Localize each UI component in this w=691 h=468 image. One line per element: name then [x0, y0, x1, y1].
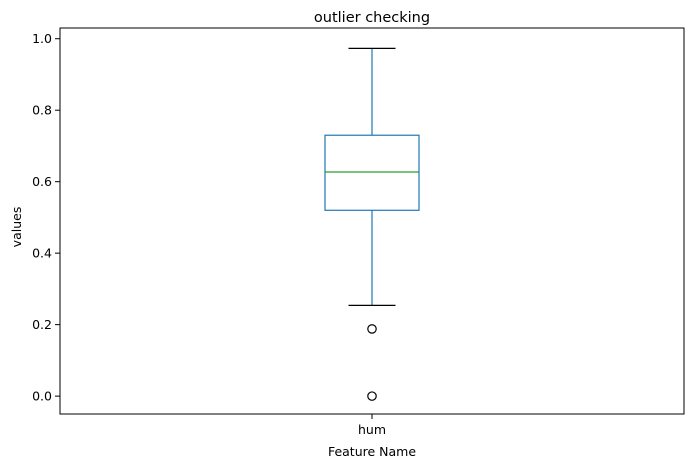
outlier-point [367, 391, 377, 401]
y-tick-label: 0.2 [32, 317, 52, 332]
chart-title: outlier checking [314, 10, 430, 26]
x-tick-label: hum [358, 422, 386, 437]
y-tick-label: 0.0 [32, 389, 52, 404]
plot-area [55, 38, 420, 419]
plot-frame [59, 27, 685, 415]
box [324, 134, 420, 211]
x-axis-title: Feature Name [328, 444, 416, 459]
y-tick-label: 0.8 [32, 103, 52, 118]
y-tick-label: 0.4 [32, 246, 52, 261]
y-axis-title: values [9, 207, 24, 248]
y-tick-label: 1.0 [32, 31, 52, 46]
y-tick-label: 0.6 [32, 174, 52, 189]
outlier-point [367, 324, 377, 334]
